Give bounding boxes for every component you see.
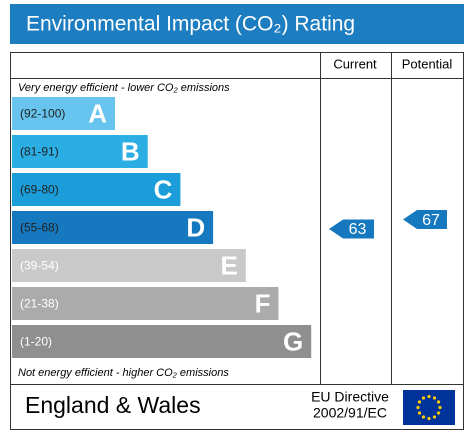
flag-star — [436, 411, 441, 415]
band-letter: B — [121, 136, 140, 166]
band-range: (21-38) — [20, 297, 59, 311]
region: England & Wales — [25, 392, 201, 418]
flag-star — [436, 400, 441, 404]
flag-star — [427, 416, 431, 421]
rating-value: 63 — [349, 221, 367, 238]
band — [12, 135, 148, 168]
band-range: (92-100) — [20, 107, 65, 121]
rating-arrow — [329, 219, 374, 239]
band-range: (81-91) — [20, 145, 59, 159]
flag-star — [427, 394, 431, 399]
flag-star — [432, 415, 437, 419]
band — [12, 249, 246, 282]
band — [12, 173, 181, 206]
flag-star — [432, 396, 437, 400]
directive: EU Directive — [311, 389, 389, 405]
eu-flag — [403, 390, 455, 425]
flag-star — [417, 400, 422, 404]
band-range: (1-20) — [20, 335, 52, 349]
flag-star — [421, 415, 426, 419]
directive: 2002/91/EC — [313, 405, 387, 421]
rating-arrow — [403, 210, 447, 230]
column-header: Current — [333, 56, 377, 71]
band-letter: F — [255, 288, 271, 318]
band — [12, 287, 279, 320]
rating-value: 67 — [422, 212, 440, 229]
band-letter: A — [88, 98, 107, 128]
flag-star — [438, 405, 442, 410]
band — [12, 97, 115, 130]
band — [12, 211, 214, 244]
band-range: (39-54) — [20, 259, 59, 273]
band-letter: G — [283, 326, 303, 356]
band-range: (55-68) — [20, 221, 59, 235]
band-letter: D — [186, 212, 205, 242]
title-bar — [10, 4, 464, 44]
band-letter: E — [220, 250, 237, 280]
band — [12, 325, 312, 358]
bottom-note: Not energy efficient - higher CO₂ emissi… — [18, 367, 229, 379]
band-letter: C — [154, 174, 173, 204]
chart-title: Environmental Impact (CO₂) Rating — [26, 13, 355, 36]
flag-star — [416, 405, 420, 410]
frame — [10, 52, 464, 430]
top-note: Very energy efficient - lower CO₂ emissi… — [18, 82, 230, 94]
column-header: Potential — [402, 56, 453, 71]
band-range: (69-80) — [20, 183, 59, 197]
flag-star — [417, 411, 422, 415]
flag-star — [421, 396, 426, 400]
